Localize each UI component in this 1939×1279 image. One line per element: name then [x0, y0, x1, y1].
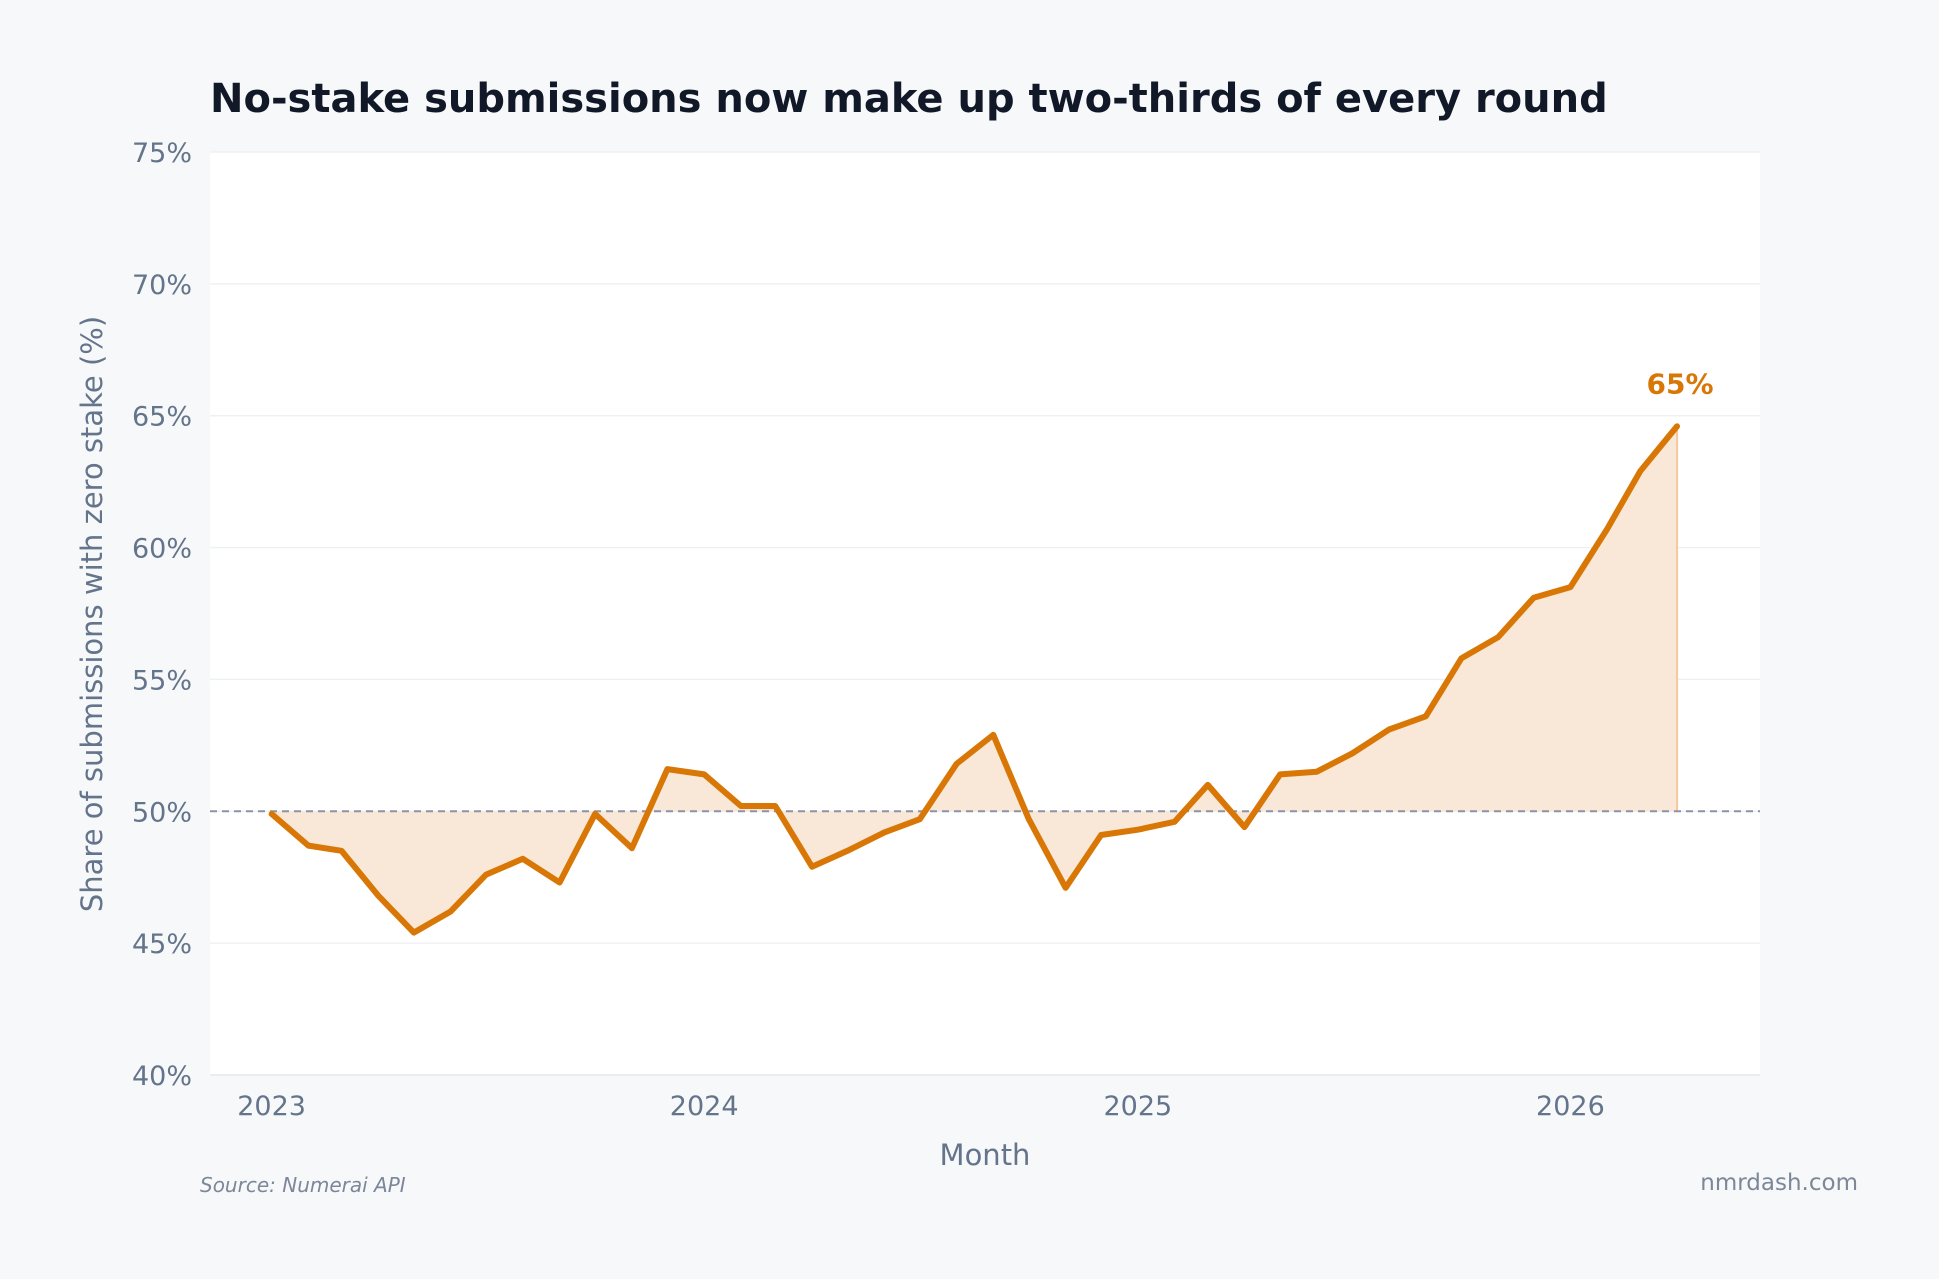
area-fill	[271, 426, 1678, 933]
x-tick-label: 2026	[1536, 1091, 1605, 1122]
y-axis-label: Share of submissions with zero stake (%)	[75, 316, 109, 912]
site-credit: nmrdash.com	[1700, 1170, 1858, 1196]
area-layer	[271, 426, 1679, 933]
source-note: Source: Numerai API	[200, 1173, 406, 1197]
y-tick-label: 55%	[132, 665, 192, 696]
y-tick-label: 65%	[132, 402, 192, 433]
x-tick-label: 2023	[237, 1091, 306, 1122]
y-tick-label: 75%	[132, 138, 192, 169]
y-tick-label: 70%	[132, 270, 192, 301]
y-tick-label: 60%	[132, 534, 192, 565]
y-tick-label: 40%	[132, 1061, 192, 1092]
plot-background	[210, 152, 1760, 1075]
chart-title: No-stake submissions now make up two-thi…	[210, 76, 1608, 122]
x-tick-label: 2025	[1104, 1091, 1173, 1122]
series-line	[268, 423, 1680, 936]
end-value-label: 65%	[1647, 367, 1714, 400]
line-layer	[268, 423, 1680, 936]
x-tick-label: 2024	[670, 1091, 739, 1122]
x-axis-label: Month	[940, 1138, 1031, 1172]
x-tick-labels: 2023 2024 2025 2026	[237, 1091, 1604, 1122]
y-tick-label: 45%	[132, 929, 192, 960]
y-tick-label: 50%	[132, 797, 192, 828]
y-tick-labels: 40% 45% 50% 55% 60% 65% 70% 75%	[132, 138, 192, 1092]
